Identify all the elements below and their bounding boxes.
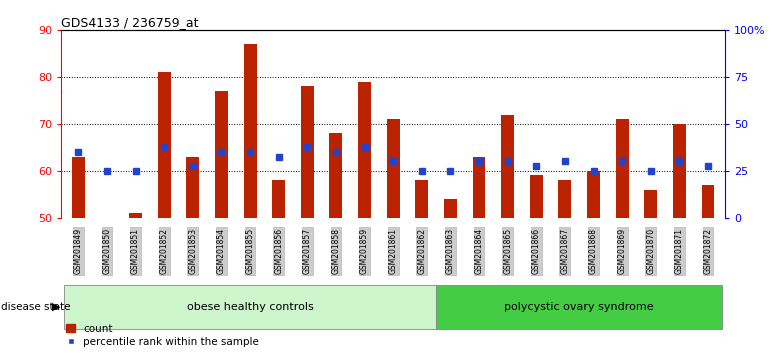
Bar — [444, 199, 457, 218]
Bar — [387, 119, 400, 218]
Bar — [72, 157, 85, 218]
Bar — [473, 157, 485, 218]
Text: polycystic ovary syndrome: polycystic ovary syndrome — [504, 302, 654, 312]
Bar — [158, 72, 171, 218]
Text: GSM201869: GSM201869 — [618, 228, 626, 274]
Bar — [301, 86, 314, 218]
Text: GSM201857: GSM201857 — [303, 228, 312, 274]
Bar — [329, 133, 343, 218]
Text: GDS4133 / 236759_at: GDS4133 / 236759_at — [61, 16, 198, 29]
Bar — [702, 185, 714, 218]
Text: GSM201867: GSM201867 — [561, 228, 569, 274]
Text: GSM201850: GSM201850 — [103, 228, 111, 274]
Legend: count, percentile rank within the sample: count, percentile rank within the sample — [67, 324, 259, 347]
Bar — [530, 176, 543, 218]
Bar — [187, 157, 199, 218]
Bar — [558, 180, 572, 218]
Text: GSM201853: GSM201853 — [188, 228, 198, 274]
Text: GSM201866: GSM201866 — [532, 228, 541, 274]
Bar — [587, 171, 600, 218]
Bar — [644, 189, 657, 218]
Text: GSM201864: GSM201864 — [474, 228, 484, 274]
Text: GSM201852: GSM201852 — [160, 228, 169, 274]
Bar — [244, 44, 256, 218]
Bar — [436, 285, 722, 329]
Bar — [416, 180, 428, 218]
Text: GSM201868: GSM201868 — [589, 228, 598, 274]
Text: GSM201863: GSM201863 — [446, 228, 455, 274]
Text: GSM201865: GSM201865 — [503, 228, 512, 274]
Text: GSM201858: GSM201858 — [332, 228, 340, 274]
Text: GSM201872: GSM201872 — [703, 228, 713, 274]
Text: GSM201854: GSM201854 — [217, 228, 226, 274]
Text: GSM201862: GSM201862 — [417, 228, 426, 274]
Text: GSM201861: GSM201861 — [389, 228, 397, 274]
Text: GSM201871: GSM201871 — [675, 228, 684, 274]
Bar — [358, 82, 371, 218]
Bar — [501, 114, 514, 218]
Text: disease state: disease state — [1, 302, 71, 312]
Text: GSM201849: GSM201849 — [74, 228, 83, 274]
Text: GSM201856: GSM201856 — [274, 228, 283, 274]
Text: GSM201859: GSM201859 — [360, 228, 369, 274]
Text: GSM201855: GSM201855 — [245, 228, 255, 274]
Bar — [215, 91, 228, 218]
Bar — [64, 285, 436, 329]
Text: ▶: ▶ — [52, 302, 60, 312]
Text: GSM201870: GSM201870 — [646, 228, 655, 274]
Bar — [615, 119, 629, 218]
Bar — [272, 180, 285, 218]
Text: GSM201851: GSM201851 — [131, 228, 140, 274]
Bar — [129, 213, 142, 218]
Bar — [673, 124, 686, 218]
Text: obese healthy controls: obese healthy controls — [187, 302, 314, 312]
